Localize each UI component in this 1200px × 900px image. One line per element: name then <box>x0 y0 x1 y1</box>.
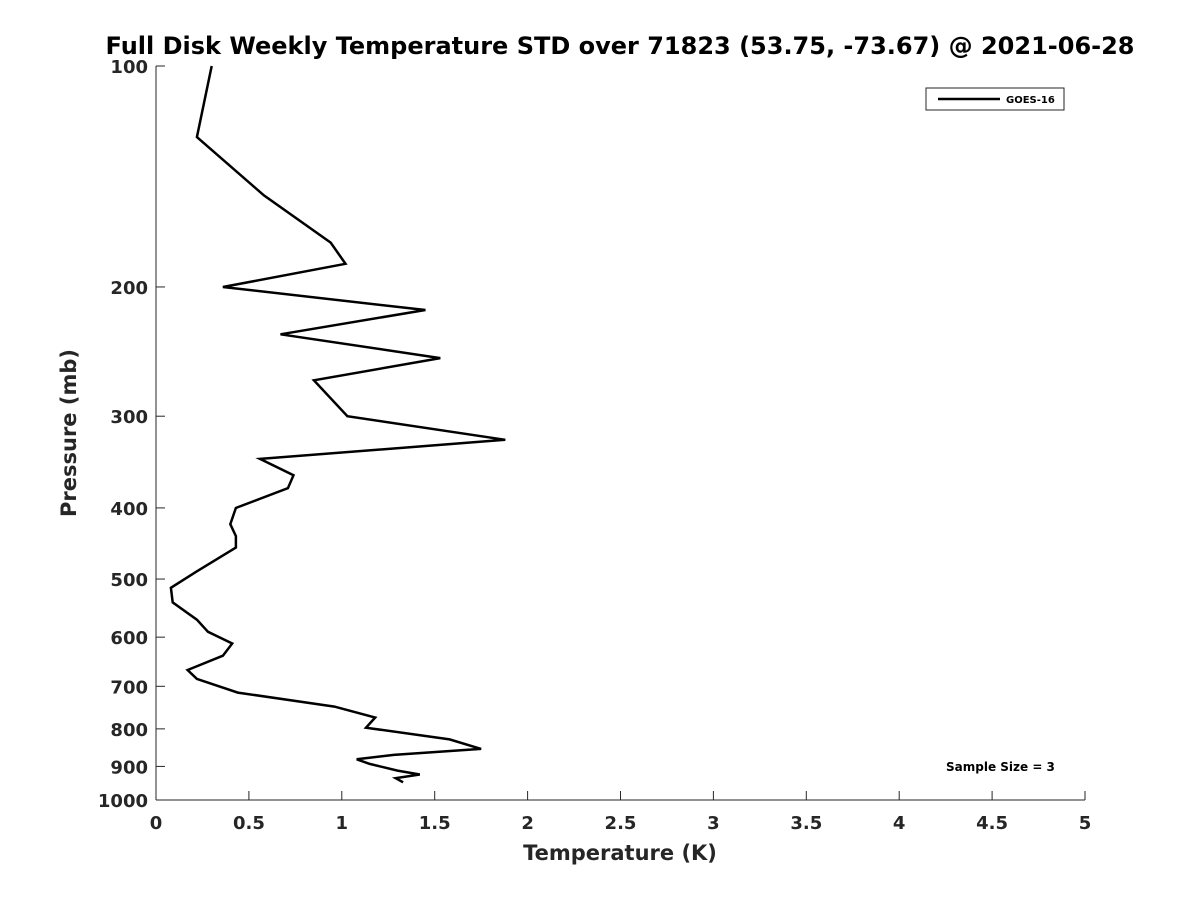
y-tick-label: 700 <box>110 677 148 698</box>
y-tick-label: 1000 <box>98 791 148 812</box>
x-tick-label: 1 <box>336 813 349 834</box>
y-tick-label: 200 <box>110 278 148 299</box>
x-tick-label: 2 <box>521 813 534 834</box>
x-tick-label: 5 <box>1079 813 1092 834</box>
x-tick-label: 1.5 <box>419 813 451 834</box>
series-layer <box>169 65 506 784</box>
y-axis-ticks: 100 200 300 400 500 600 700 800 900 1000 <box>98 57 165 812</box>
y-axis-label: Pressure (mb) <box>57 349 81 517</box>
x-axis-ticks: 0 0.5 1 1.5 2 2.5 3 3.5 4 4.5 5 <box>150 791 1092 834</box>
x-tick-label: 3 <box>707 813 720 834</box>
legend-entry-goes16: GOES-16 <box>1006 95 1055 106</box>
y-tick-label: 100 <box>110 57 148 78</box>
y-tick-label: 900 <box>110 757 148 778</box>
y-tick-label: 600 <box>110 628 148 649</box>
x-tick-label: 4.5 <box>976 813 1008 834</box>
y-tick-label: 300 <box>110 407 148 428</box>
legend: GOES-16 <box>925 87 1065 111</box>
y-tick-label: 500 <box>110 570 148 591</box>
x-tick-label: 0.5 <box>233 813 265 834</box>
y-tick-label: 400 <box>110 499 148 520</box>
x-axis-label: Temperature (K) <box>523 841 717 865</box>
series-line-goes16 <box>169 65 506 784</box>
x-tick-label: 4 <box>893 813 906 834</box>
x-tick-label: 2.5 <box>605 813 637 834</box>
x-tick-label: 3.5 <box>790 813 822 834</box>
sample-size-annotation: Sample Size = 3 <box>946 760 1055 774</box>
x-tick-label: 0 <box>150 813 163 834</box>
chart-title: Full Disk Weekly Temperature STD over 71… <box>106 32 1135 60</box>
y-tick-label: 800 <box>110 720 148 741</box>
